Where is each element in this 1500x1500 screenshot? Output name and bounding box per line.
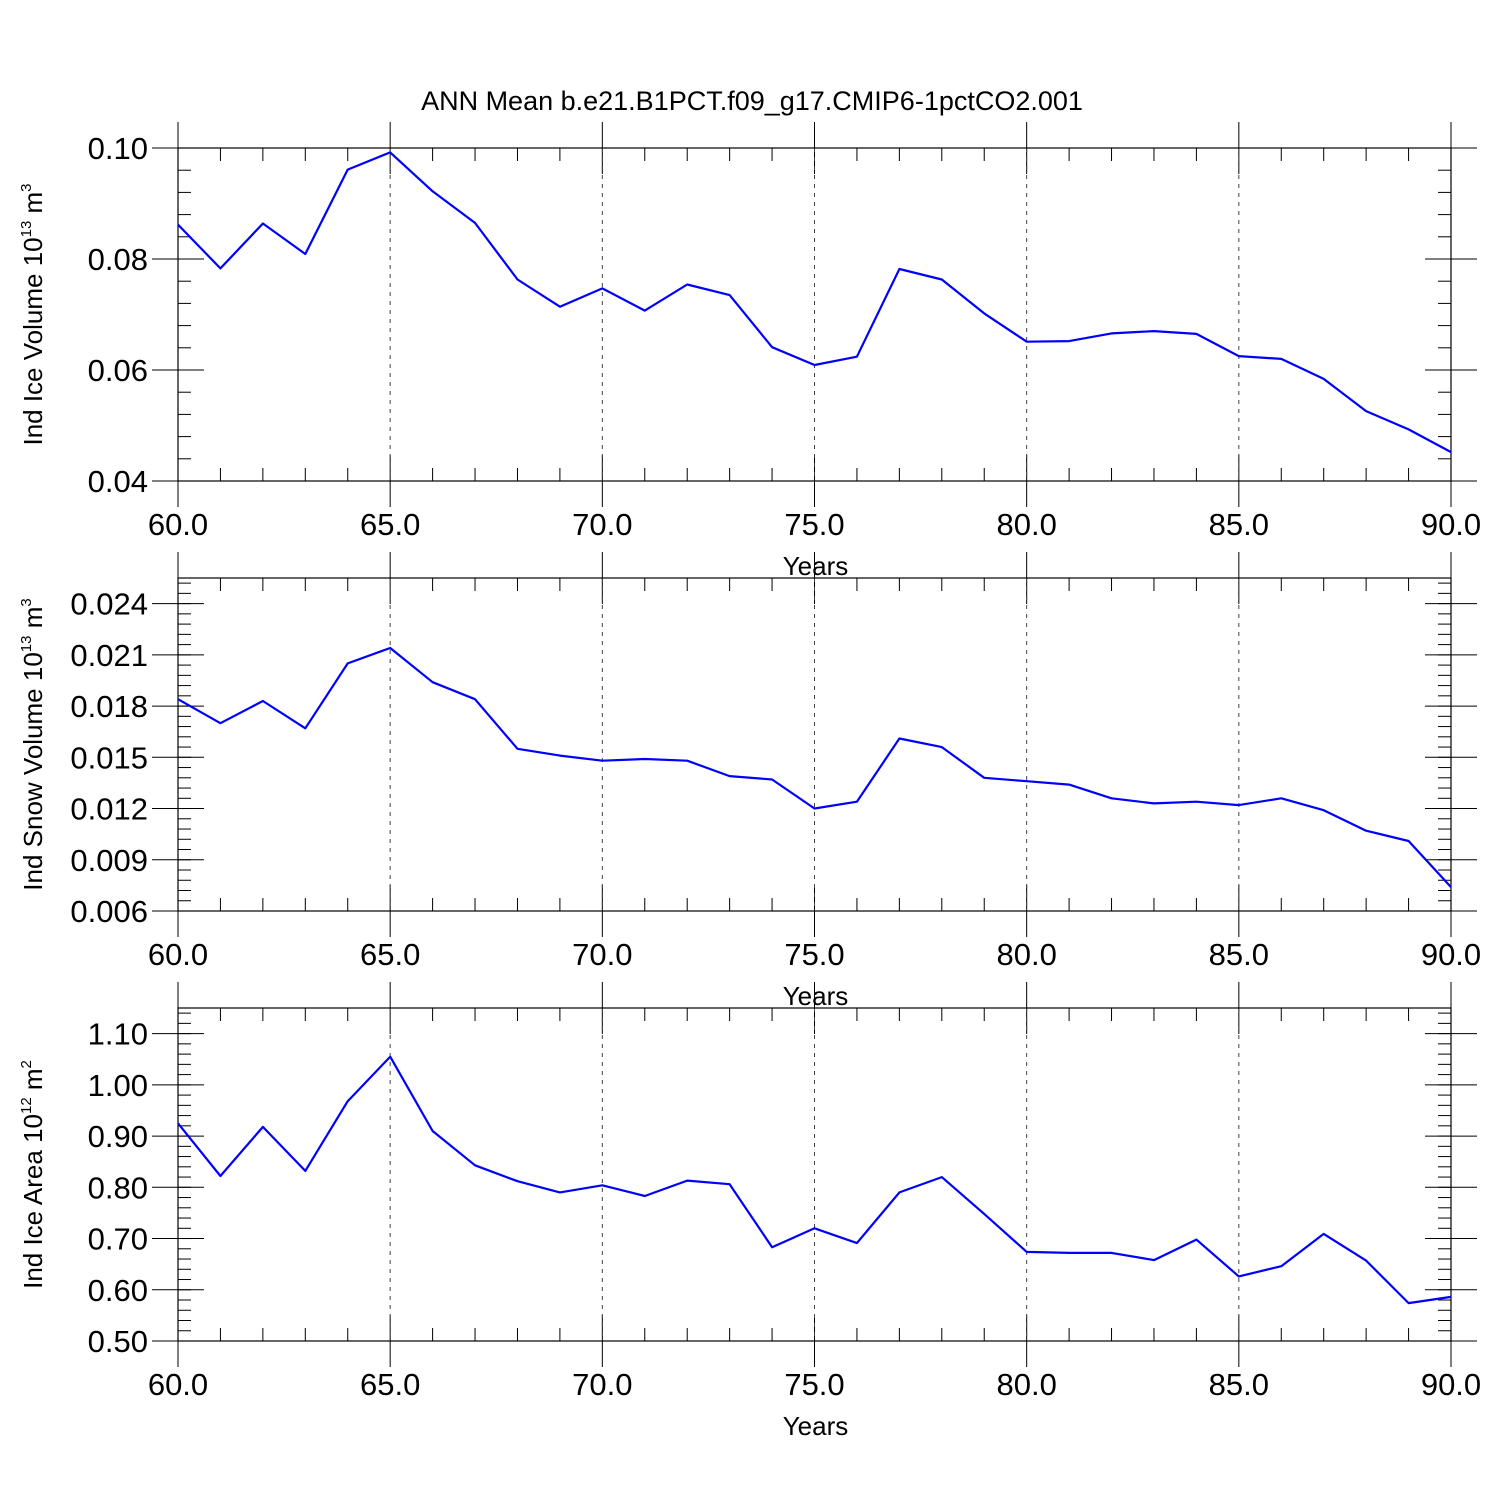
plot-frame [177,147,1452,482]
y-tick-label: 1.10 [88,1017,148,1052]
x-tick-label: 80.0 [996,507,1056,542]
y-tick-label: 0.021 [70,638,148,673]
y-tick-label: 0.90 [88,1119,148,1154]
x-tick-label: 70.0 [572,1367,632,1402]
x-tick-label: 60.0 [148,507,208,542]
y-axis-label-unit-exponent: 2 [18,1060,35,1068]
chart-title: ANN Mean b.e21.B1PCT.f09_g17.CMIP6-1pctC… [421,86,1083,116]
x-tick-label: 60.0 [148,937,208,972]
y-tick-label: 0.10 [88,131,148,166]
y-axis-label-unit: m [18,1068,48,1097]
x-tick-label: 90.0 [1421,937,1481,972]
y-axis-label-exponent: 13 [18,636,35,653]
x-tick-label: 65.0 [360,1367,420,1402]
y-tick-label: 0.08 [88,242,148,277]
x-tick-label: 85.0 [1209,507,1269,542]
x-tick-label: 75.0 [784,507,844,542]
x-tick-label: 70.0 [572,507,632,542]
x-tick-label: 65.0 [360,507,420,542]
x-tick-label: 80.0 [996,937,1056,972]
y-tick-label: 0.50 [88,1324,148,1359]
y-tick-label: 0.015 [70,740,148,775]
panel-3: 0.50 0.60 0.70 0.80 0.90 1.00 1.10 60.0 65.0 70.0… [18,982,1481,1441]
x-tick-label: 65.0 [360,937,420,972]
x-tick-label: 90.0 [1421,507,1481,542]
y-tick-label: 0.04 [88,464,148,499]
y-tick-label: 0.024 [70,587,148,622]
y-axis-label-unit: m [18,192,48,221]
x-tick-label: 90.0 [1421,1367,1481,1402]
y-axis-label-main: Ind Ice Volume 10 [18,237,48,445]
x-axis-label: Years [783,1411,849,1441]
plot-frame [177,1007,1452,1342]
x-tick-label: 85.0 [1209,937,1269,972]
y-axis-label: Ind Ice Volume 1013 m3 [18,183,48,445]
y-axis-label-exponent: 13 [18,221,35,238]
y-tick-label: 0.60 [88,1273,148,1308]
y-axis-label-exponent: 12 [18,1097,35,1114]
y-tick-label: 0.012 [70,792,148,827]
y-axis-label: Ind Ice Area 1012 m2 [18,1060,48,1289]
x-tick-label: 75.0 [784,937,844,972]
y-axis-label-unit-exponent: 3 [18,183,35,191]
y-tick-label: 0.006 [70,894,148,929]
plot-frame [177,577,1452,912]
panel-1: 0.04 0.06 0.08 0.10 60.0 65.0 70.0 75.0 80.0 85.0… [18,122,1481,581]
x-axis-label: Years [783,981,849,1011]
x-tick-label: 70.0 [572,937,632,972]
y-tick-label: 1.00 [88,1068,148,1103]
y-tick-label: 0.06 [88,353,148,388]
y-axis-label: Ind Snow Volume 1013 m3 [18,598,48,890]
y-axis-label-main: Ind Ice Area 10 [18,1114,48,1289]
x-axis-label: Years [783,551,849,581]
y-axis-label-main: Ind Snow Volume 10 [18,652,48,891]
y-tick-label: 0.80 [88,1170,148,1205]
y-tick-label: 0.018 [70,689,148,724]
x-tick-label: 60.0 [148,1367,208,1402]
y-tick-label: 0.009 [70,843,148,878]
x-tick-label: 75.0 [784,1367,844,1402]
x-tick-label: 80.0 [996,1367,1056,1402]
panel-2: 0.006 0.009 0.012 0.015 0.018 0.021 0.024 60.0 6… [18,552,1481,1011]
y-axis-label-unit-exponent: 3 [18,598,35,606]
y-axis-label-unit: m [18,607,48,636]
x-tick-label: 85.0 [1209,1367,1269,1402]
series-line [177,646,1452,888]
y-tick-label: 0.70 [88,1222,148,1257]
